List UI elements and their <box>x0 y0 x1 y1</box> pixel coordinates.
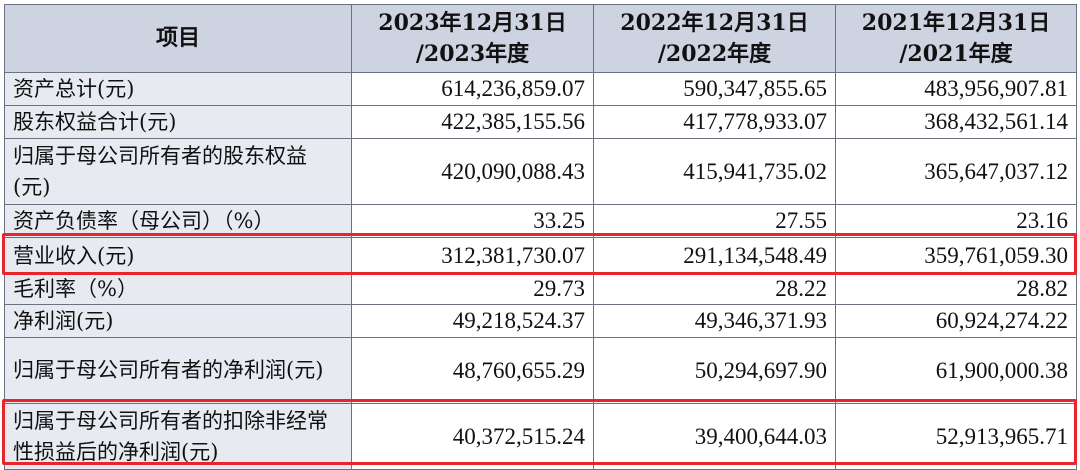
header-item: 项目 <box>4 4 352 73</box>
table-row-deducted-net-profit: 归属于母公司所有者的扣除非经常性损益后的净利润(元) 40,372,515.24… <box>4 403 1077 470</box>
cell-2023: 422,385,155.56 <box>351 105 594 139</box>
cell-2022: 39,400,644.03 <box>593 403 836 470</box>
header-2022: 2022年12月31日 /2022年度 <box>593 4 836 73</box>
table-row-net-profit: 净利润(元) 49,218,524.37 49,346,371.93 60,92… <box>4 304 1077 338</box>
row-label: 净利润(元) <box>4 304 352 338</box>
header-2022-date: 2022年12月31日 <box>620 9 809 36</box>
cell-2023: 48,760,655.29 <box>351 337 594 404</box>
row-label: 归属于母公司所有者的股东权益(元) <box>4 138 352 205</box>
row-label: 资产负债率（母公司）（%） <box>4 204 352 238</box>
header-2022-period: /2022年度 <box>657 40 772 67</box>
header-2021-date: 2021年12月31日 <box>861 9 1051 36</box>
cell-2023: 29.73 <box>351 273 594 305</box>
cell-2022: 415,941,735.02 <box>593 138 836 205</box>
cell-2021: 365,647,037.12 <box>835 138 1077 205</box>
cell-2021: 61,900,000.38 <box>835 337 1077 404</box>
header-item-label: 项目 <box>155 25 200 51</box>
table-row-total-assets: 资产总计(元) 614,236,859.07 590,347,855.65 48… <box>4 72 1077 106</box>
cell-2021: 28.82 <box>835 273 1077 305</box>
cell-2022: 590,347,855.65 <box>593 72 836 106</box>
table-row-total-equity: 股东权益合计(元) 422,385,155.56 417,778,933.07 … <box>4 105 1077 139</box>
row-label: 归属于母公司所有者的净利润(元) <box>4 337 352 404</box>
cell-2021: 23.16 <box>835 204 1077 238</box>
cell-2021: 368,432,561.14 <box>835 105 1077 139</box>
table-row-parent-equity: 归属于母公司所有者的股东权益(元) 420,090,088.43 415,941… <box>4 138 1077 205</box>
cell-2022: 49,346,371.93 <box>593 304 836 338</box>
cell-2021: 52,913,965.71 <box>835 403 1077 470</box>
financial-summary-table: 项目 2023年12月31日 /2023年度 2022年12月31日 /2022… <box>4 4 1077 470</box>
header-2023: 2023年12月31日 /2023年度 <box>351 4 594 73</box>
cell-2023: 420,090,088.43 <box>351 138 594 205</box>
header-2021: 2021年12月31日 /2021年度 <box>835 4 1077 73</box>
table-header-row: 项目 2023年12月31日 /2023年度 2022年12月31日 /2022… <box>4 4 1077 73</box>
header-2023-period: /2023年度 <box>415 40 530 67</box>
header-2021-period: /2021年度 <box>899 40 1013 67</box>
cell-2023: 312,381,730.07 <box>351 237 594 274</box>
cell-2023: 49,218,524.37 <box>351 304 594 338</box>
header-2023-date: 2023年12月31日 <box>378 9 567 36</box>
table-row-revenue: 营业收入(元) 312,381,730.07 291,134,548.49 35… <box>4 237 1077 274</box>
cell-2021: 60,924,274.22 <box>835 304 1077 338</box>
financial-summary-table-wrapper: 项目 2023年12月31日 /2023年度 2022年12月31日 /2022… <box>4 4 1077 470</box>
cell-2022: 417,778,933.07 <box>593 105 836 139</box>
cell-2022: 50,294,697.90 <box>593 337 836 404</box>
row-label: 归属于母公司所有者的扣除非经常性损益后的净利润(元) <box>4 403 352 470</box>
row-label: 股东权益合计(元) <box>4 105 352 139</box>
cell-2022: 291,134,548.49 <box>593 237 836 274</box>
cell-2023: 33.25 <box>351 204 594 238</box>
table-row-debt-ratio: 资产负债率（母公司）（%） 33.25 27.55 23.16 <box>4 204 1077 238</box>
table-row-gross-margin: 毛利率（%） 29.73 28.22 28.82 <box>4 273 1077 305</box>
row-label: 资产总计(元) <box>4 72 352 106</box>
cell-2021: 483,956,907.81 <box>835 72 1077 106</box>
cell-2023: 40,372,515.24 <box>351 403 594 470</box>
row-label: 营业收入(元) <box>4 237 352 274</box>
cell-2021: 359,761,059.30 <box>835 237 1077 274</box>
cell-2022: 28.22 <box>593 273 836 305</box>
table-row-parent-net-profit: 归属于母公司所有者的净利润(元) 48,760,655.29 50,294,69… <box>4 337 1077 404</box>
row-label: 毛利率（%） <box>4 273 352 305</box>
cell-2022: 27.55 <box>593 204 836 238</box>
cell-2023: 614,236,859.07 <box>351 72 594 106</box>
